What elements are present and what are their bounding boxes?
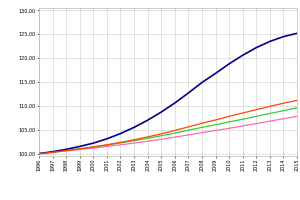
Bruxelles	[51, 151, 54, 153]
Wallonie	[282, 118, 285, 120]
Wallonie	[268, 120, 272, 122]
Flandre	[37, 152, 41, 155]
Belgique	[268, 105, 272, 108]
Bruxelles	[187, 92, 190, 94]
Wallonie	[241, 125, 244, 127]
Bruxelles	[119, 132, 122, 135]
Bruxelles	[282, 35, 285, 38]
Bruxelles	[200, 81, 204, 84]
Bruxelles	[37, 152, 41, 155]
Bruxelles	[132, 126, 136, 129]
Flandre	[119, 142, 122, 144]
Wallonie	[200, 131, 204, 134]
Flandre	[241, 118, 244, 120]
Belgique	[146, 136, 149, 138]
Line: Bruxelles: Bruxelles	[39, 33, 297, 154]
Flandre	[146, 137, 149, 140]
Bruxelles	[64, 148, 68, 151]
Wallonie	[92, 147, 95, 149]
Belgique	[187, 126, 190, 128]
Flandre	[227, 121, 231, 123]
Belgique	[295, 99, 299, 102]
Belgique	[254, 108, 258, 111]
Belgique	[105, 144, 109, 146]
Bruxelles	[241, 54, 244, 56]
Belgique	[64, 149, 68, 152]
Bruxelles	[254, 46, 258, 49]
Flandre	[78, 148, 82, 150]
Belgique	[282, 102, 285, 104]
Belgique	[214, 119, 217, 121]
Bruxelles	[295, 32, 299, 35]
Wallonie	[37, 152, 41, 155]
Bruxelles	[268, 40, 272, 43]
Wallonie	[295, 115, 299, 118]
Wallonie	[105, 145, 109, 148]
Flandre	[200, 126, 204, 129]
Flandre	[268, 112, 272, 115]
Wallonie	[119, 144, 122, 146]
Flandre	[214, 124, 217, 126]
Line: Wallonie: Wallonie	[39, 116, 297, 154]
Wallonie	[173, 136, 177, 138]
Bruxelles	[78, 145, 82, 148]
Bruxelles	[159, 111, 163, 113]
Flandre	[282, 109, 285, 112]
Bruxelles	[214, 72, 217, 75]
Wallonie	[254, 122, 258, 125]
Belgique	[132, 139, 136, 141]
Belgique	[241, 112, 244, 114]
Wallonie	[187, 134, 190, 136]
Bruxelles	[105, 138, 109, 140]
Flandre	[173, 132, 177, 134]
Belgique	[173, 129, 177, 132]
Bruxelles	[173, 102, 177, 104]
Belgique	[200, 122, 204, 124]
Bruxelles	[146, 119, 149, 121]
Flandre	[64, 149, 68, 152]
Line: Flandre: Flandre	[39, 108, 297, 154]
Flandre	[92, 146, 95, 148]
Wallonie	[214, 129, 217, 132]
Flandre	[187, 129, 190, 131]
Belgique	[227, 115, 231, 118]
Flandre	[105, 144, 109, 146]
Line: Belgique: Belgique	[39, 100, 297, 154]
Wallonie	[51, 151, 54, 154]
Flandre	[159, 135, 163, 137]
Wallonie	[146, 140, 149, 142]
Flandre	[295, 107, 299, 109]
Flandre	[132, 140, 136, 142]
Wallonie	[159, 138, 163, 140]
Belgique	[51, 151, 54, 153]
Wallonie	[64, 150, 68, 152]
Belgique	[92, 146, 95, 148]
Flandre	[254, 115, 258, 118]
Bruxelles	[227, 63, 231, 65]
Belgique	[119, 141, 122, 144]
Bruxelles	[92, 142, 95, 144]
Wallonie	[132, 142, 136, 144]
Belgique	[78, 148, 82, 150]
Flandre	[51, 151, 54, 153]
Wallonie	[78, 148, 82, 151]
Belgique	[159, 133, 163, 135]
Wallonie	[227, 127, 231, 130]
Belgique	[37, 152, 41, 155]
